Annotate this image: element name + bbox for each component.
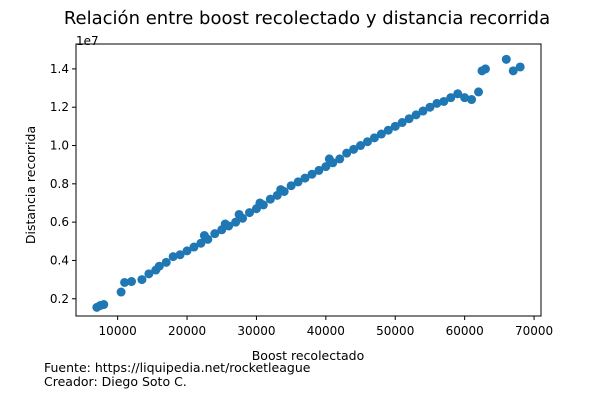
data-point: [238, 213, 248, 223]
data-point: [120, 277, 130, 287]
plot-area-frame: [75, 43, 542, 317]
data-point: [418, 106, 428, 116]
data-point: [161, 257, 171, 267]
data-point: [432, 98, 442, 108]
x-axis-ticks: 10000 20000 30000 40000 50000 60000 70000: [99, 316, 553, 338]
x-tick-label: 60000: [446, 324, 484, 338]
x-tick-label: 70000: [515, 324, 553, 338]
data-point: [369, 133, 379, 143]
data-point: [383, 125, 393, 135]
data-point: [127, 277, 137, 287]
x-tick-label: 10000: [99, 324, 137, 338]
data-point: [189, 242, 199, 252]
data-point: [425, 102, 435, 112]
data-point: [342, 148, 352, 158]
footer-creator: Creador: Diego Soto C.: [44, 374, 187, 389]
x-tick-label: 50000: [376, 324, 414, 338]
data-point: [362, 137, 372, 147]
data-point: [99, 300, 109, 310]
data-point: [245, 208, 255, 218]
data-point: [224, 221, 234, 231]
data-point: [328, 158, 338, 168]
data-point: [300, 173, 310, 183]
data-point: [307, 169, 317, 179]
data-point: [376, 129, 386, 139]
data-point: [439, 96, 449, 106]
footer-source: Fuente: https://liquipedia.net/rocketlea…: [44, 360, 311, 375]
data-point: [349, 144, 359, 154]
y-axis-offset-label: 1e7: [76, 34, 99, 48]
data-point: [397, 118, 407, 128]
y-tick-label: 1.2: [50, 100, 69, 114]
x-tick-label: 30000: [237, 324, 275, 338]
y-tick-label: 1.4: [50, 62, 69, 76]
data-point: [477, 66, 487, 76]
data-point: [210, 229, 220, 239]
data-point: [508, 66, 518, 76]
data-point: [460, 93, 470, 103]
data-point: [453, 89, 463, 99]
data-point: [501, 54, 511, 64]
y-axis-label: Distancia recorrida: [23, 126, 38, 244]
data-point: [286, 181, 296, 191]
data-point: [144, 269, 154, 279]
data-point: [335, 154, 345, 164]
data-point: [446, 93, 456, 103]
y-axis-ticks: 0.2 0.4 0.6 0.8 1.0 1.2 1.4: [50, 62, 76, 306]
data-point: [321, 162, 331, 172]
data-point: [404, 114, 414, 124]
x-tick-label: 20000: [168, 324, 206, 338]
data-point: [116, 287, 126, 297]
data-point: [265, 194, 275, 204]
data-point: [154, 261, 164, 271]
data-points: [92, 54, 525, 312]
data-point: [137, 275, 147, 285]
data-point: [182, 246, 192, 256]
data-point: [314, 165, 324, 175]
data-point: [467, 95, 477, 105]
data-point: [203, 234, 213, 244]
data-point: [231, 217, 241, 227]
data-point: [411, 110, 421, 120]
y-tick-label: 0.2: [50, 292, 69, 306]
y-tick-label: 1.0: [50, 139, 69, 153]
data-point: [515, 62, 525, 72]
data-point: [196, 238, 206, 248]
y-tick-label: 0.4: [50, 253, 69, 267]
data-point: [258, 200, 268, 210]
x-tick-label: 40000: [307, 324, 345, 338]
x-axis-label: Boost recolectado: [252, 348, 365, 363]
data-point: [474, 87, 484, 97]
data-point: [168, 252, 178, 262]
data-point: [390, 121, 400, 131]
data-point: [293, 177, 303, 187]
y-tick-label: 0.8: [50, 177, 69, 191]
y-tick-label: 0.6: [50, 215, 69, 229]
data-point: [356, 141, 366, 151]
data-point: [175, 250, 185, 260]
chart-title: Relación entre boost recolectado y dista…: [64, 8, 550, 29]
data-point: [279, 186, 289, 196]
